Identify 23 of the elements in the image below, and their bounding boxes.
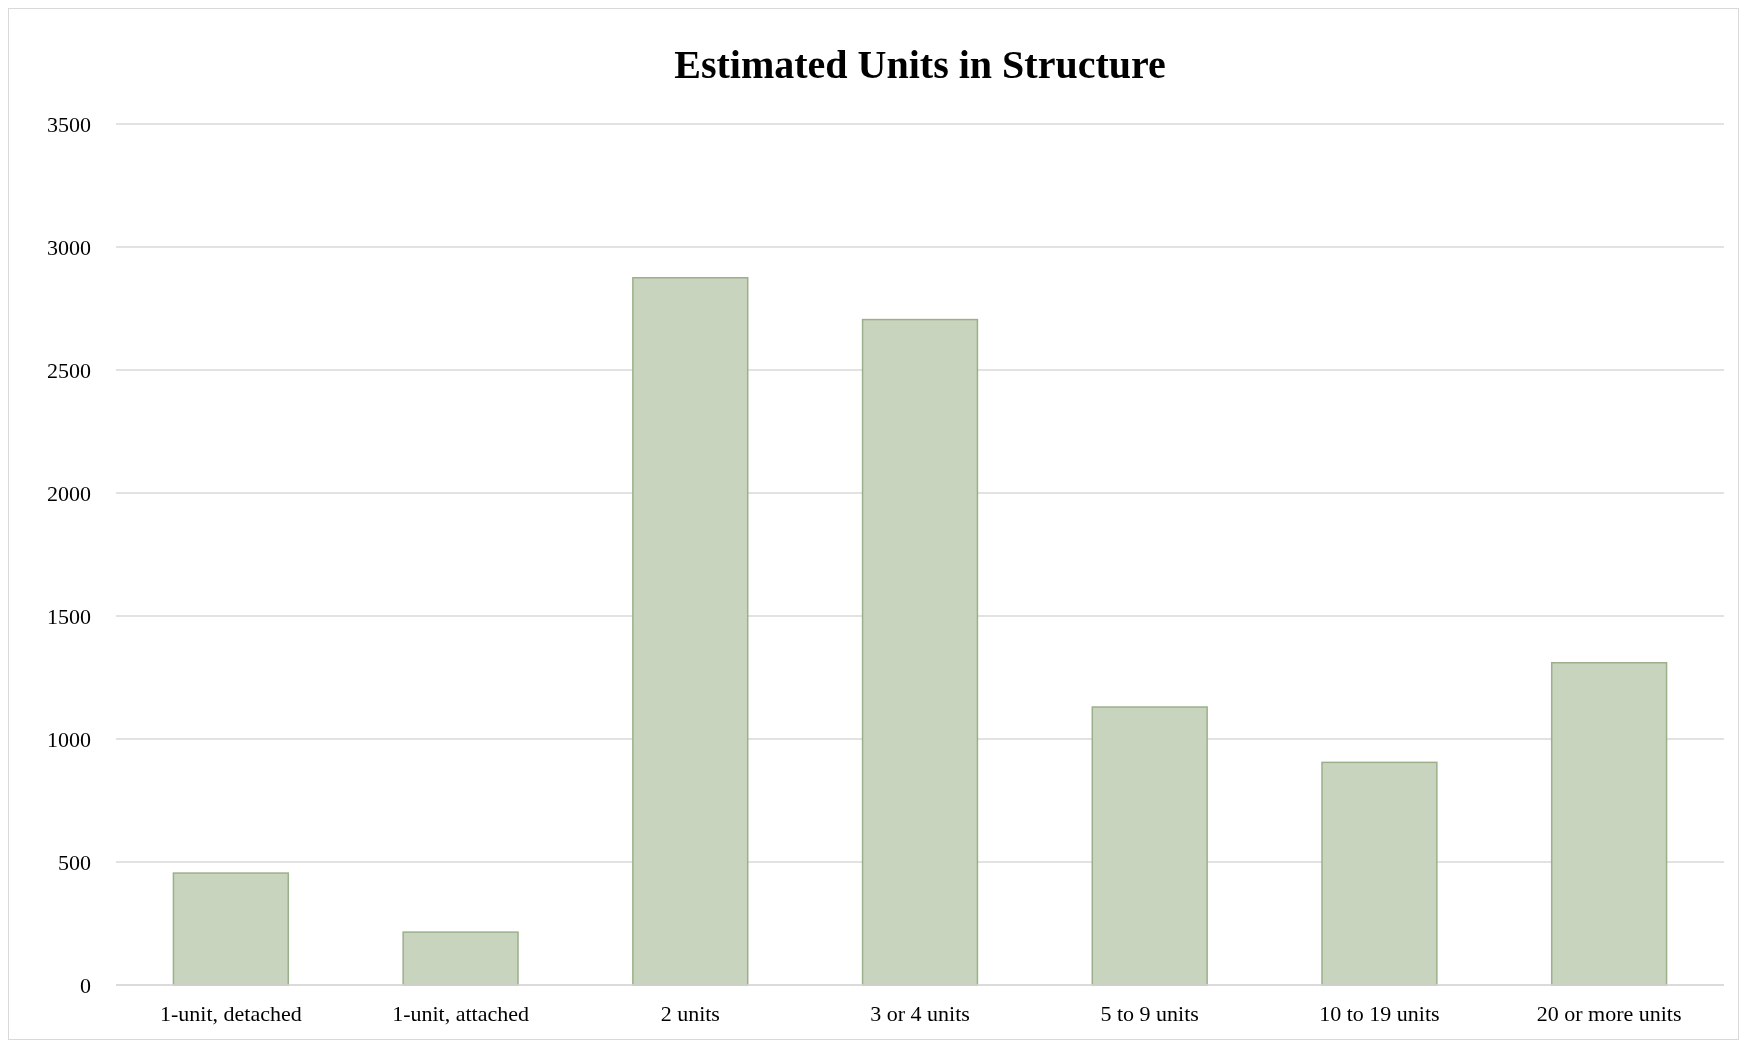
y-tick-label: 2500 xyxy=(47,357,91,383)
x-tick-label: 5 to 9 units xyxy=(1100,1001,1199,1026)
y-tick-label: 3500 xyxy=(47,111,91,137)
bar xyxy=(861,318,979,986)
x-tick-label: 20 or more units xyxy=(1536,1001,1682,1026)
y-tick-label: 500 xyxy=(58,849,91,875)
x-tick-label: 2 units xyxy=(660,1001,720,1026)
y-tick-label: 0 xyxy=(80,972,91,998)
y-tick-label: 2000 xyxy=(47,480,91,506)
x-tick-label: 1-unit, attached xyxy=(392,1001,529,1026)
y-tick-label: 1000 xyxy=(47,726,91,752)
x-tick-label: 3 or 4 units xyxy=(870,1001,970,1026)
bar xyxy=(1091,706,1208,986)
x-tick-label: 10 to 19 units xyxy=(1319,1001,1440,1026)
x-tick-label: 1-unit, detached xyxy=(159,1001,302,1026)
chart-title: Estimated Units in Structure xyxy=(674,42,1166,87)
y-tick-label: 1500 xyxy=(47,603,91,629)
y-tick-label: 3000 xyxy=(47,234,91,260)
bar xyxy=(1550,661,1668,986)
bar xyxy=(172,872,290,986)
bar xyxy=(632,277,749,986)
bar xyxy=(1321,761,1438,986)
bar xyxy=(402,931,519,986)
